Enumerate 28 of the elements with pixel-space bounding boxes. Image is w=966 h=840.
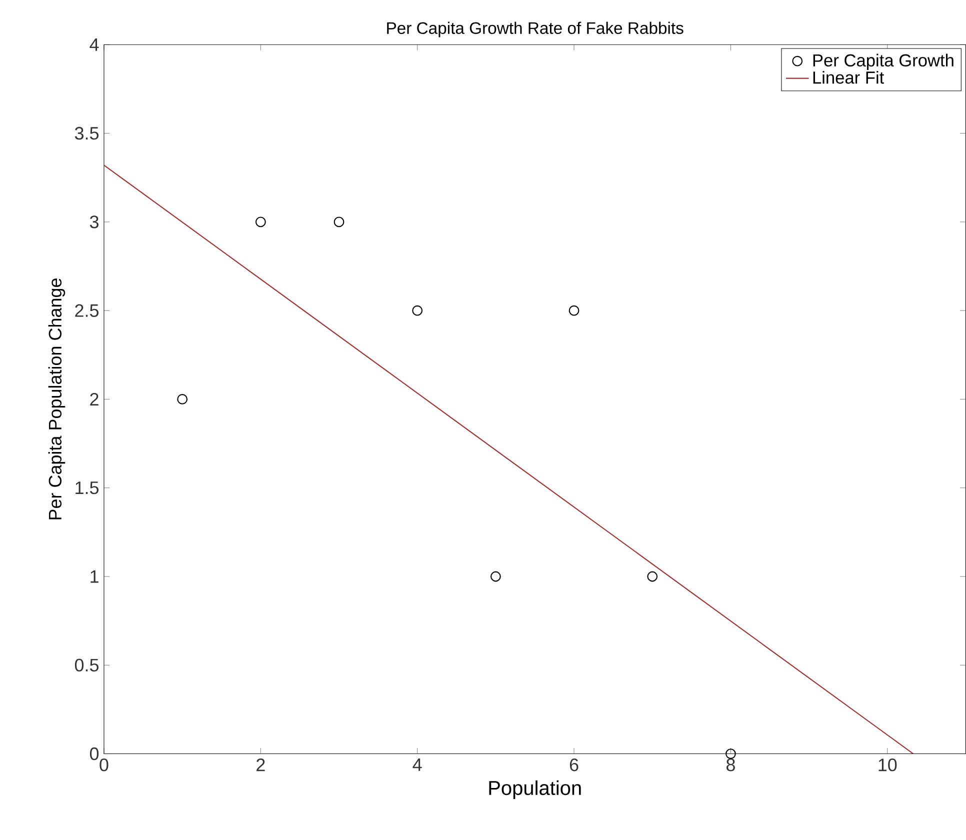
point: [177, 394, 188, 405]
x-axis-title: Population: [489, 780, 581, 800]
y-tick-label: 2.5: [75, 304, 99, 318]
y-tick-label: 0: [90, 748, 99, 760]
x-tick-label: 6: [570, 758, 578, 772]
x-tick-label: 10: [878, 758, 897, 772]
x-tick-label: 0: [100, 758, 108, 772]
y-tick-label: 3.5: [74, 127, 99, 140]
point: [726, 748, 736, 760]
y-tick-label: 0.5: [74, 658, 99, 672]
x-tick-label: 8: [726, 758, 735, 772]
y-tick-label: 4: [90, 38, 99, 51]
y-tick-label: 1.5: [76, 482, 99, 494]
y-tick-label: 2: [90, 393, 98, 406]
point: [568, 305, 580, 316]
point: [490, 571, 501, 582]
point: [647, 571, 658, 582]
legend-label: Linear Fit: [813, 71, 884, 84]
point: [412, 305, 423, 316]
chart-title: Per Capita Growth Rate of Fake Rabbits: [387, 22, 684, 38]
point: [334, 216, 344, 228]
x-tick-label: 2: [256, 758, 265, 772]
x-tick-label: 4: [412, 758, 422, 771]
y-axis-title: Per Capita Population Change: [48, 278, 66, 520]
point: [255, 216, 266, 228]
legend-label: Per Capita Growth: [813, 54, 954, 70]
y-tick-label: 1: [90, 570, 98, 583]
y-tick-label: 3: [90, 216, 98, 228]
